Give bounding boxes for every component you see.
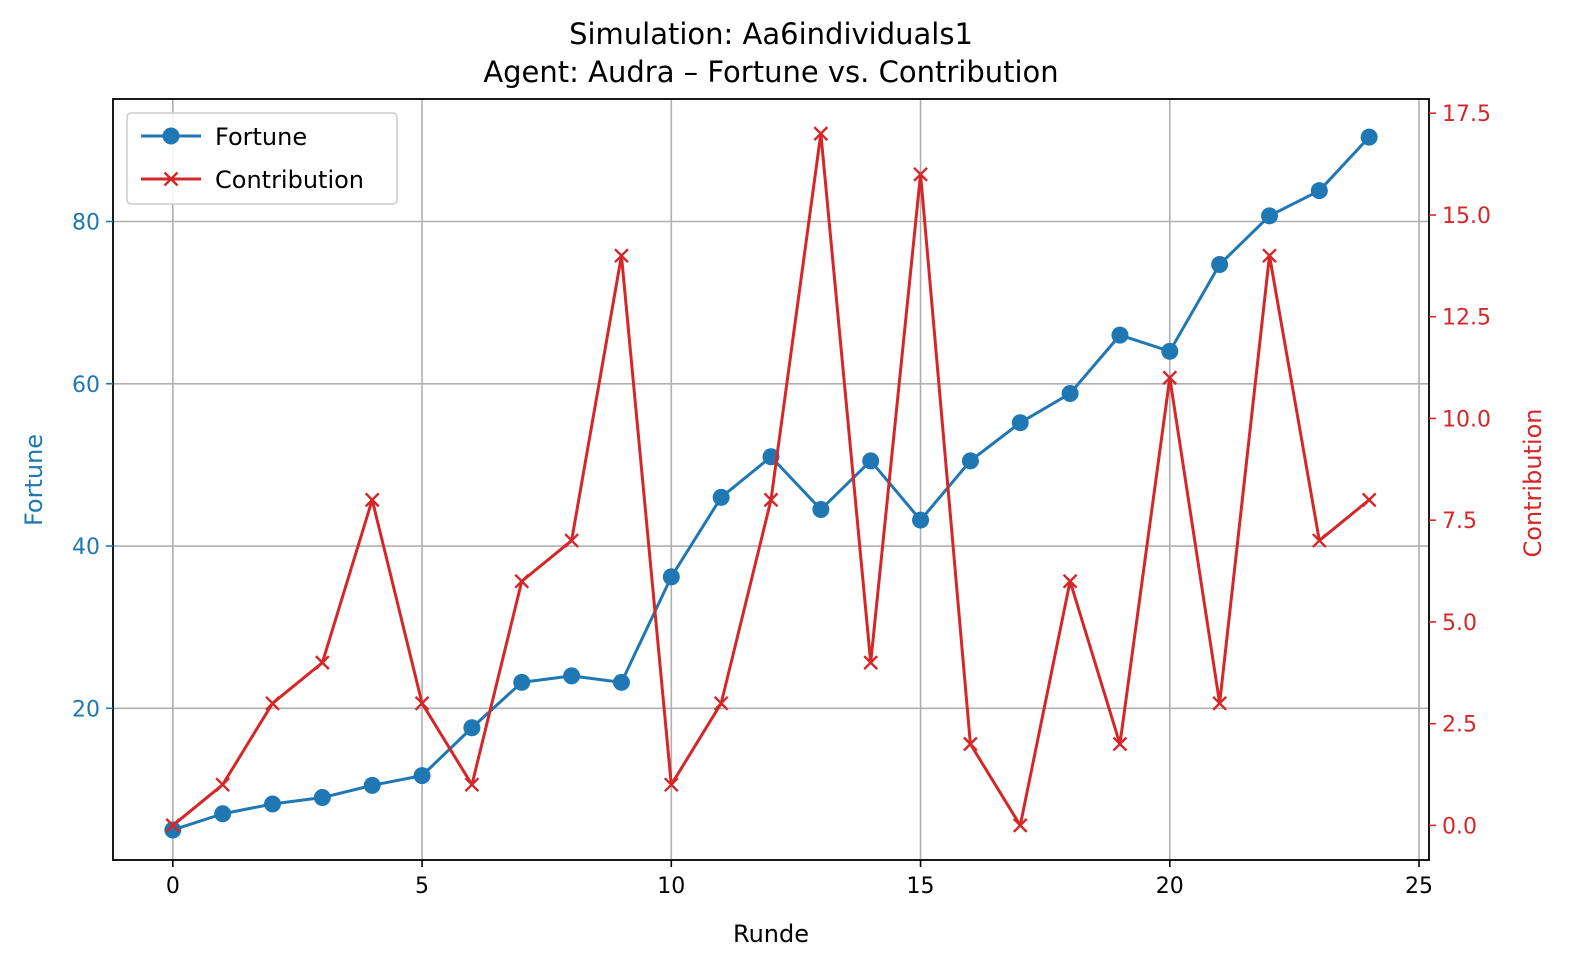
fortune-point bbox=[1161, 342, 1179, 360]
contribution-point bbox=[813, 126, 829, 141]
contribution-point bbox=[1162, 370, 1178, 386]
x-tick-label: 10 bbox=[657, 874, 685, 899]
fortune-point bbox=[363, 776, 381, 794]
y-left-tick-label: 80 bbox=[72, 211, 100, 236]
fortune-point bbox=[1011, 414, 1029, 432]
contribution-point bbox=[514, 573, 530, 589]
fortune-point bbox=[1260, 207, 1278, 225]
legend-fortune-label: Fortune bbox=[215, 123, 307, 151]
fortune-point bbox=[264, 795, 282, 813]
contribution-point bbox=[963, 736, 978, 752]
fortune-point bbox=[1211, 256, 1229, 274]
contribution-point bbox=[265, 695, 280, 711]
x-tick-label: 20 bbox=[1156, 874, 1184, 899]
y-left-tick-label: 20 bbox=[72, 697, 100, 722]
y-right-tick-label: 12.5 bbox=[1442, 306, 1491, 331]
x-tick-label: 0 bbox=[166, 874, 180, 899]
series-fortune bbox=[164, 128, 1378, 839]
contribution-point bbox=[414, 695, 430, 711]
y-right-tick-label: 0.0 bbox=[1442, 814, 1477, 839]
fortune-point bbox=[214, 805, 232, 823]
chart-title-line1: Simulation: Aa6individuals1 bbox=[569, 17, 973, 51]
y-right-tick-label: 10.0 bbox=[1442, 407, 1491, 432]
fortune-point bbox=[563, 667, 581, 685]
legend-contribution-label: Contribution bbox=[215, 166, 364, 194]
contribution-point bbox=[1112, 736, 1128, 752]
fortune-point bbox=[513, 673, 531, 691]
contribution-point bbox=[315, 655, 330, 670]
fortune-point bbox=[912, 511, 930, 529]
fortune-point bbox=[1310, 182, 1328, 200]
series-layer bbox=[164, 126, 1378, 839]
y-axis-left-label: Fortune bbox=[20, 434, 48, 526]
contribution-point bbox=[863, 655, 879, 670]
contribution-point bbox=[913, 166, 928, 182]
fortune-point bbox=[413, 767, 431, 785]
y-right-tick-label: 5.0 bbox=[1442, 611, 1477, 636]
legend-contribution-marker bbox=[163, 171, 179, 187]
x-tick-label: 15 bbox=[907, 874, 935, 899]
x-tick-label: 5 bbox=[415, 874, 429, 899]
y-right-tick-label: 17.5 bbox=[1442, 102, 1491, 127]
contribution-point bbox=[165, 818, 181, 833]
fortune-point bbox=[612, 673, 630, 691]
fortune-point bbox=[812, 501, 830, 519]
fortune-point bbox=[862, 452, 880, 470]
legend-marker-shape bbox=[162, 127, 180, 145]
fortune-point bbox=[1111, 326, 1129, 344]
contribution-point bbox=[763, 492, 779, 508]
y-right-tick-label: 2.5 bbox=[1442, 713, 1477, 738]
contribution-point bbox=[1361, 492, 1377, 508]
contribution-point bbox=[614, 248, 629, 264]
y-left-tick-label: 60 bbox=[72, 373, 100, 398]
fortune-point bbox=[712, 488, 730, 506]
contribution-point bbox=[1262, 248, 1277, 264]
series-contribution bbox=[165, 126, 1377, 833]
fortune-point bbox=[463, 719, 481, 737]
fortune-point bbox=[313, 789, 331, 807]
fortune-point bbox=[164, 821, 182, 839]
contribution-point bbox=[1062, 573, 1078, 589]
plot-frame bbox=[112, 98, 1430, 861]
contribution-point bbox=[713, 695, 729, 711]
y-left-tick-label: 40 bbox=[72, 535, 100, 560]
y-right-tick-label: 7.5 bbox=[1442, 509, 1477, 534]
x-axis-label: Runde bbox=[733, 920, 809, 948]
y-right-tick-label: 15.0 bbox=[1442, 204, 1491, 229]
contribution-point bbox=[1012, 818, 1028, 833]
contribution-point bbox=[464, 777, 480, 793]
contribution-point bbox=[1311, 533, 1327, 548]
y-axis-right-label: Contribution bbox=[1519, 408, 1547, 557]
x-tick-label: 25 bbox=[1405, 874, 1433, 899]
grid bbox=[113, 99, 1429, 860]
contribution-point bbox=[364, 492, 380, 508]
fortune-point bbox=[1360, 128, 1378, 146]
contribution-point bbox=[564, 533, 579, 548]
fortune-point bbox=[1061, 385, 1079, 403]
contribution-point bbox=[663, 777, 679, 793]
legend: Fortune Contribution bbox=[126, 112, 398, 205]
chart-title-line2: Agent: Audra – Fortune vs. Contribution bbox=[483, 55, 1058, 89]
contribution-point bbox=[215, 777, 231, 793]
fortune-point bbox=[961, 452, 979, 470]
legend-fortune-marker bbox=[162, 127, 180, 145]
ticks: 0 5 10 15 20 25 20 40 60 80 0.0 2.5 5.0 7.5 10.0 12.5 15… bbox=[72, 102, 1491, 899]
contribution-point bbox=[1212, 695, 1227, 711]
legend-marker-shape bbox=[163, 171, 179, 187]
fortune-point bbox=[662, 568, 680, 586]
